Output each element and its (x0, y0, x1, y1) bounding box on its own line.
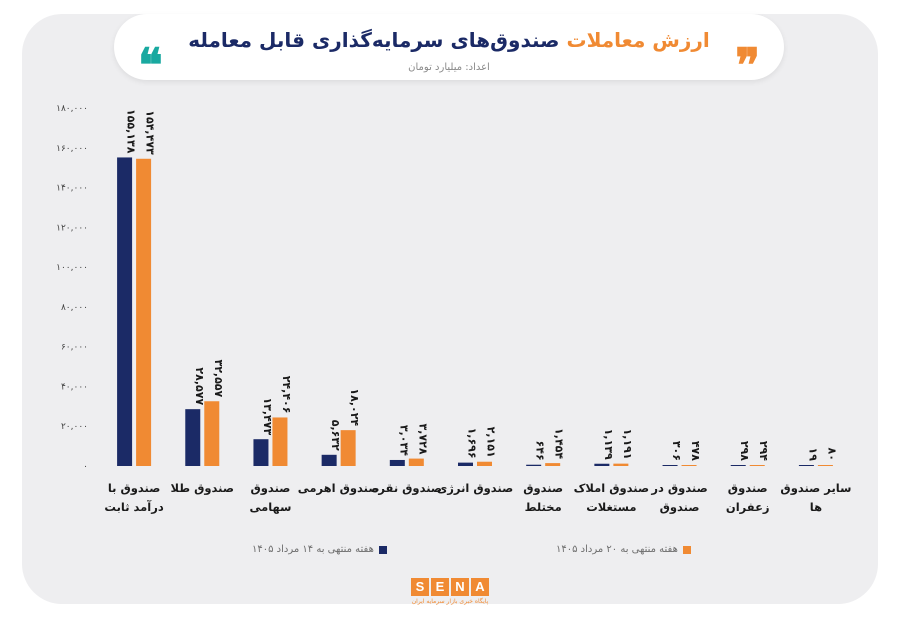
y-tick-label: ۱۲۰,۰۰۰ (56, 223, 88, 233)
x-tick-label: صندوق نقره (372, 481, 442, 496)
sena-logo: S E N A پایگاه خبری بازار سرمایه ایران (401, 578, 499, 605)
x-tick-label: صندوق (523, 481, 563, 496)
data-label: ۱۹ (806, 448, 819, 462)
x-tick-label: صندوق (660, 500, 700, 515)
logo-letter: N (451, 578, 469, 596)
x-tick-label: زعفران (726, 500, 770, 514)
x-tick-label: صندوق اهرمی (298, 481, 380, 496)
data-label: ۱۸,۰۲۴ (348, 388, 361, 426)
bar (253, 439, 269, 466)
legend-label-series-1: هفته منتهی به ۱۴ مرداد ۱۴۰۵ (252, 544, 374, 555)
y-tick-label: ۴۰,۰۰۰ (61, 382, 88, 392)
logo-letter: E (431, 578, 449, 596)
x-tick-label: مستغلات (586, 500, 636, 514)
bar (204, 401, 220, 466)
logo-letter: S (411, 578, 429, 596)
y-tick-label: ۰ (83, 462, 88, 472)
data-label: ۲۹۸ (738, 441, 751, 461)
bar (408, 458, 424, 466)
bar (817, 465, 833, 466)
bar (272, 417, 288, 466)
data-label: ۱,۶۹۶ (466, 428, 479, 459)
y-tick-label: ۶۰,۰۰۰ (61, 343, 88, 353)
data-label: ۱,۱۳۹ (602, 429, 615, 460)
bar (798, 465, 814, 466)
bar (594, 463, 610, 466)
data-label: ۵,۶۳۲ (329, 420, 342, 451)
bar (545, 463, 561, 466)
bar (526, 464, 542, 466)
bar (185, 409, 201, 466)
data-label: ۲,۱۵۱ (485, 427, 498, 458)
bar (681, 465, 697, 466)
data-label: ۱,۴۵۴ (553, 428, 566, 459)
chart-card (22, 14, 878, 604)
data-label: ۱,۱۹۱ (621, 429, 634, 460)
data-label: ۶۴۶ (534, 441, 547, 461)
logo-tagline: پایگاه خبری بازار سرمایه ایران (411, 598, 489, 605)
x-tick-label: صندوق در (650, 481, 707, 496)
bar (477, 461, 492, 466)
y-tick-label: ۱۶۰,۰۰۰ (56, 144, 88, 154)
x-tick-label: صندوق انرژی (437, 481, 513, 496)
data-label: ۱۵۵,۱۳۸ (125, 109, 138, 154)
data-label: ۲۹۴ (757, 441, 770, 461)
y-tick-label: ۱۰۰,۰۰۰ (56, 263, 88, 273)
quote-close-icon: ❝ (138, 38, 163, 92)
x-tick-label: مختلط (525, 500, 562, 514)
legend-item-series-2: هفته منتهی به ۲۰ مرداد ۱۴۰۵ (556, 544, 691, 555)
y-tick-label: ۱۴۰,۰۰۰ (56, 184, 88, 194)
data-label: ۲۸,۵۷۷ (193, 367, 206, 405)
bar (458, 462, 473, 466)
chart-title: ارزش معاملات صندوق‌های سرمایه‌گذاری قابل… (114, 28, 784, 52)
chart-title-main: صندوق‌های سرمایه‌گذاری قابل معامله (188, 28, 560, 52)
bar (321, 454, 337, 466)
bar (613, 463, 629, 466)
data-label: ۳,۷۲۸ (416, 424, 429, 455)
chart-title-highlight: ارزش معاملات (566, 28, 710, 52)
legend-swatch-navy (378, 545, 387, 554)
quote-open-icon: ❞ (735, 38, 760, 92)
y-tick-label: ۲۰,۰۰۰ (61, 422, 88, 432)
x-tick-label: صندوق با (108, 481, 161, 496)
title-banner: ❝ ❞ ارزش معاملات صندوق‌های سرمایه‌گذاری … (114, 14, 784, 88)
x-tick-label: سایر صندوق (780, 481, 851, 496)
bar (749, 465, 765, 466)
logo-letter: A (471, 578, 489, 596)
y-tick-label: ۱۸۰,۰۰۰ (56, 104, 88, 114)
data-label: ۳۲,۵۵۷ (212, 359, 225, 397)
x-tick-label: ها (810, 500, 822, 514)
legend-item-series-1: هفته منتهی به ۱۴ مرداد ۱۴۰۵ (252, 544, 387, 555)
x-tick-label: سهامی (249, 500, 291, 514)
bar (730, 465, 746, 466)
legend-label-series-2: هفته منتهی به ۲۰ مرداد ۱۴۰۵ (556, 544, 678, 555)
chart-subtitle: اعداد: میلیارد تومان (408, 62, 490, 73)
x-tick-label: صندوق (251, 481, 291, 496)
data-label: ۱۵۴,۴۷۳ (144, 110, 157, 155)
data-label: ۲۴,۴۰۶ (280, 376, 293, 414)
bar (389, 459, 405, 466)
bar (117, 157, 133, 466)
x-tick-label: صندوق (728, 481, 768, 496)
data-label: ۳,۰۳۴ (397, 425, 410, 456)
x-tick-label: صندوق طلا (171, 481, 234, 496)
bar (662, 465, 678, 466)
x-tick-label: صندوق املاک (574, 481, 649, 496)
bar (340, 430, 356, 466)
data-label: ۴۷۸ (689, 441, 702, 461)
y-tick-label: ۸۰,۰۰۰ (61, 303, 88, 313)
data-label: ۳۰۶ (670, 441, 683, 461)
data-label: ۱۳,۴۷۳ (261, 397, 274, 435)
data-label: ۸۰ (825, 448, 838, 461)
bar (136, 158, 152, 466)
legend-swatch-orange (682, 545, 691, 554)
x-tick-label: درآمد ثابت (104, 500, 163, 514)
